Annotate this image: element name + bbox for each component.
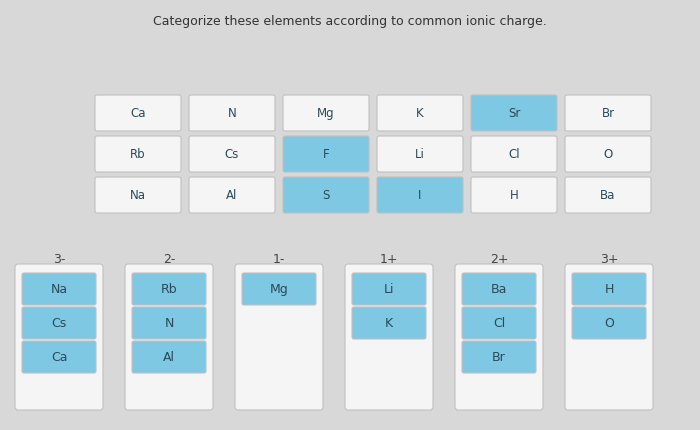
- FancyBboxPatch shape: [132, 341, 206, 373]
- Text: Categorize these elements according to common ionic charge.: Categorize these elements according to c…: [153, 15, 547, 28]
- FancyBboxPatch shape: [462, 341, 536, 373]
- FancyBboxPatch shape: [565, 137, 651, 172]
- FancyBboxPatch shape: [345, 264, 433, 410]
- Text: Rb: Rb: [161, 283, 177, 296]
- Text: Na: Na: [50, 283, 68, 296]
- Text: Al: Al: [226, 189, 238, 202]
- FancyBboxPatch shape: [95, 137, 181, 172]
- FancyBboxPatch shape: [471, 137, 557, 172]
- Text: Ba: Ba: [601, 189, 616, 202]
- FancyBboxPatch shape: [283, 96, 369, 132]
- Text: Ba: Ba: [491, 283, 508, 296]
- Text: I: I: [419, 189, 421, 202]
- Text: 3+: 3+: [600, 253, 618, 266]
- Text: Br: Br: [492, 351, 506, 364]
- FancyBboxPatch shape: [95, 178, 181, 214]
- Text: 3-: 3-: [52, 253, 65, 266]
- FancyBboxPatch shape: [352, 273, 426, 305]
- Text: Rb: Rb: [130, 148, 146, 161]
- FancyBboxPatch shape: [235, 264, 323, 410]
- FancyBboxPatch shape: [462, 307, 536, 339]
- FancyBboxPatch shape: [565, 264, 653, 410]
- FancyBboxPatch shape: [132, 273, 206, 305]
- Text: Cl: Cl: [508, 148, 520, 161]
- FancyBboxPatch shape: [283, 137, 369, 172]
- Text: Mg: Mg: [270, 283, 288, 296]
- FancyBboxPatch shape: [572, 307, 646, 339]
- FancyBboxPatch shape: [377, 137, 463, 172]
- Text: K: K: [416, 107, 424, 120]
- FancyBboxPatch shape: [22, 307, 96, 339]
- FancyBboxPatch shape: [471, 178, 557, 214]
- Text: Al: Al: [163, 351, 175, 364]
- Text: K: K: [385, 317, 393, 330]
- FancyBboxPatch shape: [462, 273, 536, 305]
- FancyBboxPatch shape: [15, 264, 103, 410]
- Text: N: N: [164, 317, 174, 330]
- Text: N: N: [228, 107, 237, 120]
- FancyBboxPatch shape: [283, 178, 369, 214]
- Text: S: S: [322, 189, 330, 202]
- Text: Cl: Cl: [493, 317, 505, 330]
- FancyBboxPatch shape: [377, 96, 463, 132]
- Text: Mg: Mg: [317, 107, 335, 120]
- Text: Br: Br: [601, 107, 615, 120]
- FancyBboxPatch shape: [125, 264, 213, 410]
- Text: F: F: [323, 148, 329, 161]
- FancyBboxPatch shape: [565, 96, 651, 132]
- Text: Cs: Cs: [51, 317, 66, 330]
- Text: 2+: 2+: [490, 253, 508, 266]
- FancyBboxPatch shape: [95, 96, 181, 132]
- Text: O: O: [604, 317, 614, 330]
- Text: Ca: Ca: [130, 107, 146, 120]
- FancyBboxPatch shape: [242, 273, 316, 305]
- FancyBboxPatch shape: [22, 341, 96, 373]
- Text: H: H: [510, 189, 519, 202]
- Text: Li: Li: [384, 283, 394, 296]
- Text: Li: Li: [415, 148, 425, 161]
- Text: H: H: [604, 283, 614, 296]
- Text: 2-: 2-: [163, 253, 175, 266]
- Text: 1+: 1+: [379, 253, 398, 266]
- FancyBboxPatch shape: [352, 307, 426, 339]
- FancyBboxPatch shape: [132, 307, 206, 339]
- FancyBboxPatch shape: [22, 273, 96, 305]
- Text: Ca: Ca: [50, 351, 67, 364]
- Text: O: O: [603, 148, 612, 161]
- Text: Na: Na: [130, 189, 146, 202]
- FancyBboxPatch shape: [377, 178, 463, 214]
- FancyBboxPatch shape: [455, 264, 543, 410]
- FancyBboxPatch shape: [565, 178, 651, 214]
- FancyBboxPatch shape: [189, 178, 275, 214]
- Text: 1-: 1-: [273, 253, 285, 266]
- Text: Sr: Sr: [508, 107, 520, 120]
- Text: Cs: Cs: [225, 148, 239, 161]
- FancyBboxPatch shape: [572, 273, 646, 305]
- FancyBboxPatch shape: [471, 96, 557, 132]
- FancyBboxPatch shape: [189, 96, 275, 132]
- FancyBboxPatch shape: [189, 137, 275, 172]
